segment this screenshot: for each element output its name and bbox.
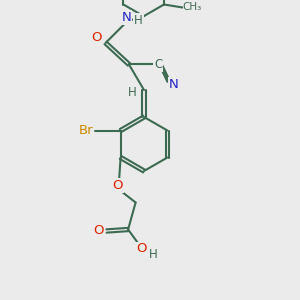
- Text: CH₃: CH₃: [183, 2, 202, 13]
- Text: H: H: [148, 248, 158, 261]
- Text: O: O: [91, 31, 102, 44]
- Text: N: N: [169, 78, 178, 91]
- Text: H: H: [128, 86, 137, 100]
- Text: O: O: [137, 242, 147, 256]
- Text: C: C: [154, 58, 162, 71]
- Text: Br: Br: [79, 124, 93, 137]
- Text: O: O: [112, 178, 123, 192]
- Text: O: O: [93, 224, 104, 237]
- Text: H: H: [134, 14, 143, 27]
- Text: N: N: [122, 11, 131, 24]
